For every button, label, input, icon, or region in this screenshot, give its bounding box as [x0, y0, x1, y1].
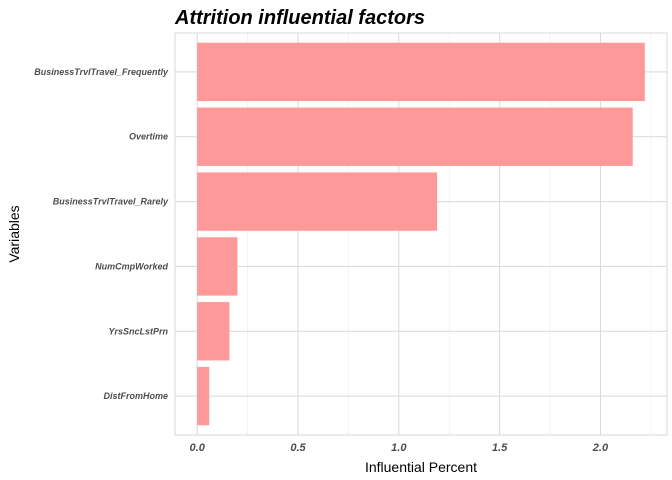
y-tick-label: YrsSncLstPrn — [108, 326, 168, 336]
x-tick-label: 0.0 — [190, 442, 206, 454]
y-tick-label: Overtime — [129, 132, 168, 142]
y-tick-label: BusinessTrvlTravel_Frequently — [34, 67, 169, 77]
y-tick-labels: BusinessTrvlTravel_Frequently Overtime Bus… — [34, 67, 169, 401]
x-tick-label: 2.0 — [592, 442, 609, 454]
x-tick-label: 1.5 — [492, 442, 508, 454]
bar — [197, 42, 645, 102]
bar — [197, 302, 230, 361]
x-tick-label: 1.0 — [391, 442, 407, 454]
bar — [197, 172, 438, 231]
bar — [197, 107, 633, 166]
y-tick-label: BusinessTrvlTravel_Rarely — [53, 197, 169, 207]
x-axis-title: Influential Percent — [365, 459, 477, 475]
bars — [197, 42, 645, 426]
y-axis-title: Variables — [6, 205, 22, 262]
chart-title: Attrition influential factors — [174, 7, 425, 29]
x-tick-labels: 0.0 0.5 1.0 1.5 2.0 — [190, 442, 609, 454]
y-tick-label: DistFromHome — [103, 391, 168, 401]
y-tick-label: NumCmpWorked — [95, 261, 168, 271]
plot-panel — [174, 32, 668, 436]
x-tick-label: 0.5 — [290, 442, 306, 454]
bar — [197, 237, 238, 296]
bar — [197, 366, 210, 426]
